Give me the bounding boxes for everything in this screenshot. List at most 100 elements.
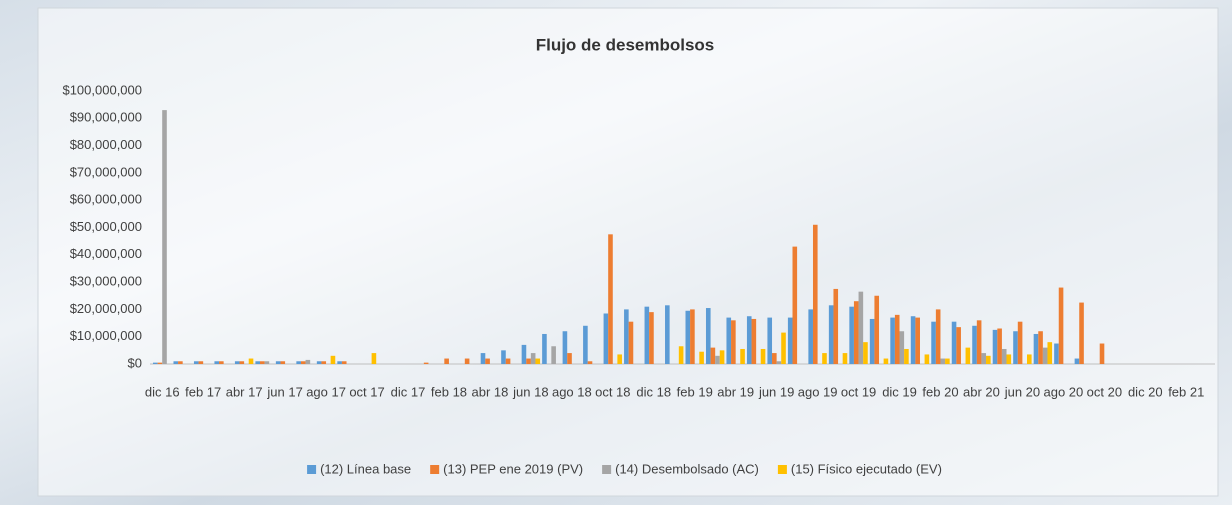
legend-swatch (602, 465, 612, 474)
bar (935, 309, 941, 364)
bar (248, 358, 254, 364)
bar (976, 320, 982, 364)
bar (617, 354, 622, 364)
bar (649, 312, 654, 364)
x-tick-label: oct 17 (349, 384, 384, 399)
y-tick-label: $90,000,000 (70, 110, 142, 125)
bar (521, 344, 527, 364)
chart-title: Flujo de desembolsos (536, 35, 715, 54)
x-tick-label: feb 17 (185, 384, 221, 399)
bar (997, 328, 1002, 364)
bar (951, 321, 957, 364)
y-tick-label: $0 (128, 355, 142, 370)
bar (858, 291, 864, 364)
bar (863, 342, 868, 364)
bar (1038, 331, 1043, 364)
x-tick-label: feb 20 (922, 384, 958, 399)
x-tick-label: feb 18 (431, 384, 467, 399)
bar (371, 353, 377, 364)
bar (526, 358, 531, 364)
bar (485, 358, 490, 364)
bar (956, 327, 961, 364)
bar (719, 350, 725, 364)
bar (740, 348, 745, 364)
bar (423, 362, 429, 364)
bar (239, 361, 245, 364)
bar (972, 325, 977, 364)
bar (337, 361, 342, 364)
legend-swatch (430, 465, 440, 474)
x-tick-label: dic 18 (636, 384, 671, 399)
bar (1033, 333, 1039, 364)
bar (940, 358, 946, 364)
legend-swatch (307, 465, 317, 474)
x-tick-label: jun 18 (512, 384, 548, 399)
bar (931, 321, 936, 364)
bar (567, 353, 572, 364)
legend-label: (14) Desembolsado (AC) (615, 461, 759, 476)
chart-area (37, 7, 1219, 497)
bar (178, 361, 183, 364)
bar (690, 309, 695, 364)
x-tick-label: ago 18 (552, 384, 592, 399)
x-tick-label: abr 19 (717, 384, 754, 399)
bar (751, 318, 757, 364)
x-tick-label: oct 19 (841, 384, 876, 399)
bar (924, 354, 930, 364)
bar (808, 309, 813, 364)
bar (890, 317, 895, 364)
bar (781, 332, 786, 364)
bar (1001, 348, 1007, 364)
bar (260, 361, 265, 364)
bar (869, 318, 875, 364)
bar (162, 110, 167, 364)
bar (965, 347, 971, 364)
bar (480, 353, 486, 364)
bar (981, 353, 987, 364)
y-tick-label: $10,000,000 (70, 328, 142, 343)
bar (1074, 358, 1080, 364)
x-tick-label: dic 17 (391, 384, 426, 399)
x-tick-label: dic 20 (1128, 384, 1163, 399)
y-tick-label: $30,000,000 (70, 274, 142, 289)
bar (1017, 321, 1023, 364)
bar (255, 361, 261, 364)
x-tick-label: feb 21 (1168, 384, 1204, 399)
x-tick-label: abr 20 (963, 384, 1000, 399)
bar (562, 331, 568, 364)
y-tick-label: $40,000,000 (70, 246, 142, 261)
bar (715, 355, 720, 364)
bar (214, 361, 220, 364)
bar (501, 350, 506, 364)
bar (894, 314, 900, 364)
bar (193, 361, 199, 364)
bar (767, 317, 773, 364)
bar (542, 333, 547, 364)
legend-label: (15) Físico ejecutado (EV) (791, 461, 942, 476)
bar (874, 295, 880, 364)
y-tick-label: $20,000,000 (70, 301, 142, 316)
bar (280, 361, 286, 364)
x-tick-label: oct 18 (595, 384, 630, 399)
bar (665, 305, 670, 364)
bar (321, 361, 327, 364)
y-tick-label: $60,000,000 (70, 192, 142, 207)
bar (444, 358, 449, 364)
y-tick-label: $70,000,000 (70, 164, 142, 179)
bar (530, 353, 536, 364)
bar (678, 346, 684, 364)
bar (219, 361, 224, 364)
bar (726, 317, 732, 364)
bar (264, 361, 270, 364)
bar (899, 331, 905, 364)
bar (992, 329, 998, 364)
bar (624, 309, 629, 364)
x-tick-label: jun 20 (1004, 384, 1040, 399)
bar (1054, 343, 1059, 364)
bar (505, 358, 511, 364)
x-tick-label: jun 17 (266, 384, 302, 399)
bar (699, 351, 704, 364)
bar (608, 234, 613, 364)
x-tick-label: feb 19 (677, 384, 713, 399)
